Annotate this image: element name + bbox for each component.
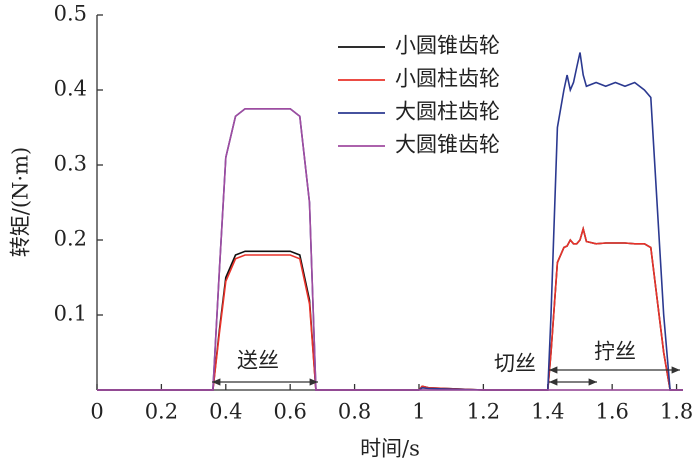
x-tick-label: 1.2 [467,400,500,424]
x-tick-label: 0 [90,400,103,424]
legend-label: 大圆锥齿轮 [395,133,500,157]
x-tick-label: 1 [412,400,425,424]
y-tick-label: 0.5 [54,2,87,26]
x-tick-label: 0.6 [273,400,306,424]
x-axis-title: 时间/s [360,437,420,461]
annotation: 拧丝 [594,340,636,364]
legend-label: 小圆锥齿轮 [395,34,500,58]
x-tick-label: 0.4 [209,400,242,424]
x-tick-label: 0.2 [145,400,178,424]
legend-label: 小圆柱齿轮 [395,67,500,91]
x-tick-label: 1.4 [531,400,564,424]
y-tick-label: 0.4 [54,77,87,101]
y-tick-label: 0.2 [54,227,87,251]
y-tick-label: 0.1 [54,302,87,326]
x-tick-label: 1.8 [660,400,693,424]
legend-label: 大圆柱齿轮 [395,100,500,124]
series-line [97,225,683,391]
annotation: 切丝 [494,352,536,376]
x-tick-label: 0.8 [338,400,371,424]
y-tick-label: 0.3 [54,152,87,176]
series-line [97,108,683,391]
annotation: 送丝 [237,349,279,373]
series-line [97,225,683,391]
x-tick-label: 1.6 [595,400,628,424]
y-axis-title: 转矩/(N·m) [9,147,33,257]
